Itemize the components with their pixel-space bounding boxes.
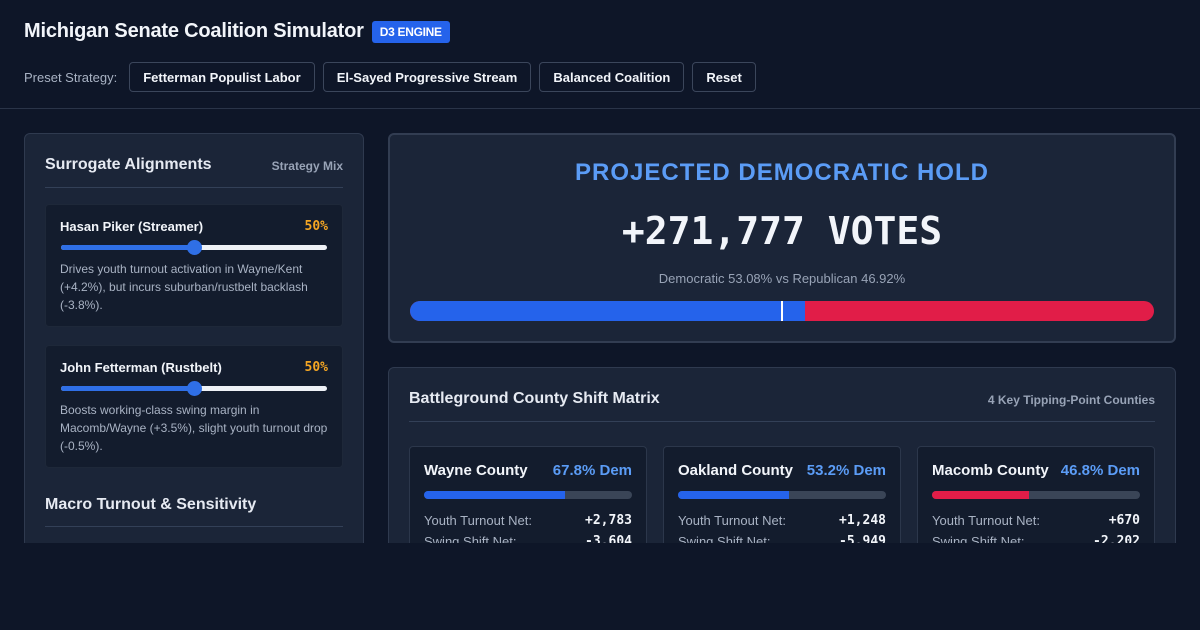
county-dem-percent: 53.2% Dem xyxy=(806,462,886,479)
app-header: Michigan Senate Coalition Simulator D3 E… xyxy=(0,0,1200,109)
matrix-title: Battleground County Shift Matrix xyxy=(409,390,660,407)
youth-turnout-row: Youth Turnout Net: +2,783 xyxy=(424,513,632,528)
preset-balanced-button[interactable]: Balanced Coalition xyxy=(539,62,685,92)
surrogate-panel-title: Surrogate Alignments xyxy=(45,156,212,173)
projected-vote-margin: +271,777 VOTES xyxy=(621,209,943,253)
surrogate-percent: 50% xyxy=(304,360,328,375)
matrix-header: Battleground County Shift Matrix 4 Key T… xyxy=(409,390,1155,422)
county-dem-percent: 46.8% Dem xyxy=(1060,462,1140,479)
stat-label: Youth Turnout Net: xyxy=(678,513,786,528)
surrogate-percent: 50% xyxy=(304,219,328,234)
surrogate-name: Hasan Piker (Streamer) xyxy=(60,219,204,234)
surrogate-description: Boosts working-class swing margin in Mac… xyxy=(60,403,328,453)
majority-marker xyxy=(781,301,783,321)
preset-toolbar: Preset Strategy: Fetterman Populist Labo… xyxy=(24,62,756,92)
youth-turnout-row: Youth Turnout Net: +1,248 xyxy=(678,513,886,528)
stat-value: +1,248 xyxy=(839,513,886,528)
slider-thumb[interactable] xyxy=(187,381,202,396)
county-share-bar xyxy=(932,491,1140,499)
fetterman-weight-slider[interactable] xyxy=(60,381,328,397)
surrogate-description: Drives youth turnout activation in Wayne… xyxy=(60,262,308,312)
county-dem-percent: 67.8% Dem xyxy=(552,462,632,479)
county-share-fill xyxy=(932,491,1030,499)
stat-value: +2,783 xyxy=(585,513,632,528)
surrogate-name: John Fetterman (Rustbelt) xyxy=(60,360,222,375)
viewport-bottom xyxy=(0,543,1200,630)
piker-weight-slider[interactable] xyxy=(60,240,328,256)
vote-share-bar xyxy=(410,301,1154,321)
app-title: Michigan Senate Coalition Simulator xyxy=(24,20,364,42)
county-name: Wayne County xyxy=(424,462,528,479)
democratic-share-fill xyxy=(410,301,805,321)
stat-label: Youth Turnout Net: xyxy=(424,513,532,528)
preset-fetterman-button[interactable]: Fetterman Populist Labor xyxy=(129,62,315,92)
engine-badge: D3 ENGINE xyxy=(371,20,450,43)
strategy-mix-label: Strategy Mix xyxy=(271,159,343,173)
matrix-subtitle: 4 Key Tipping-Point Counties xyxy=(987,393,1155,407)
county-share-bar xyxy=(424,491,632,499)
slider-fill xyxy=(61,386,195,391)
youth-turnout-row: Youth Turnout Net: +670 xyxy=(932,513,1140,528)
projection-panel: PROJECTED DEMOCRATIC HOLD +271,777 VOTES… xyxy=(388,133,1176,343)
county-name: Oakland County xyxy=(678,462,794,479)
county-share-fill xyxy=(424,491,566,499)
vote-split-text: Democratic 53.08% vs Republican 46.92% xyxy=(658,271,906,286)
projection-headline: PROJECTED DEMOCRATIC HOLD xyxy=(575,159,989,186)
county-share-fill xyxy=(678,491,789,499)
macro-section-title: Macro Turnout & Sensitivity xyxy=(45,496,257,513)
surrogate-panel-header: Surrogate Alignments Strategy Mix xyxy=(45,156,343,188)
county-share-bar xyxy=(678,491,886,499)
stat-value: +670 xyxy=(1108,513,1140,528)
surrogate-panel: Surrogate Alignments Strategy Mix Hasan … xyxy=(24,133,364,573)
reset-button[interactable]: Reset xyxy=(692,62,756,92)
preset-label: Preset Strategy: xyxy=(24,69,118,85)
title-row: Michigan Senate Coalition Simulator D3 E… xyxy=(24,20,450,43)
preset-el-sayed-button[interactable]: El-Sayed Progressive Stream xyxy=(322,62,532,92)
surrogate-card-fetterman: John Fetterman (Rustbelt) 50% Boosts wor… xyxy=(45,345,343,468)
slider-fill xyxy=(61,245,195,250)
slider-thumb[interactable] xyxy=(187,240,202,255)
surrogate-card-piker: Hasan Piker (Streamer) 50% Drives youth … xyxy=(45,204,343,327)
macro-section-header: Macro Turnout & Sensitivity xyxy=(45,496,343,527)
county-name: Macomb County xyxy=(932,462,1049,479)
stat-label: Youth Turnout Net: xyxy=(932,513,1040,528)
